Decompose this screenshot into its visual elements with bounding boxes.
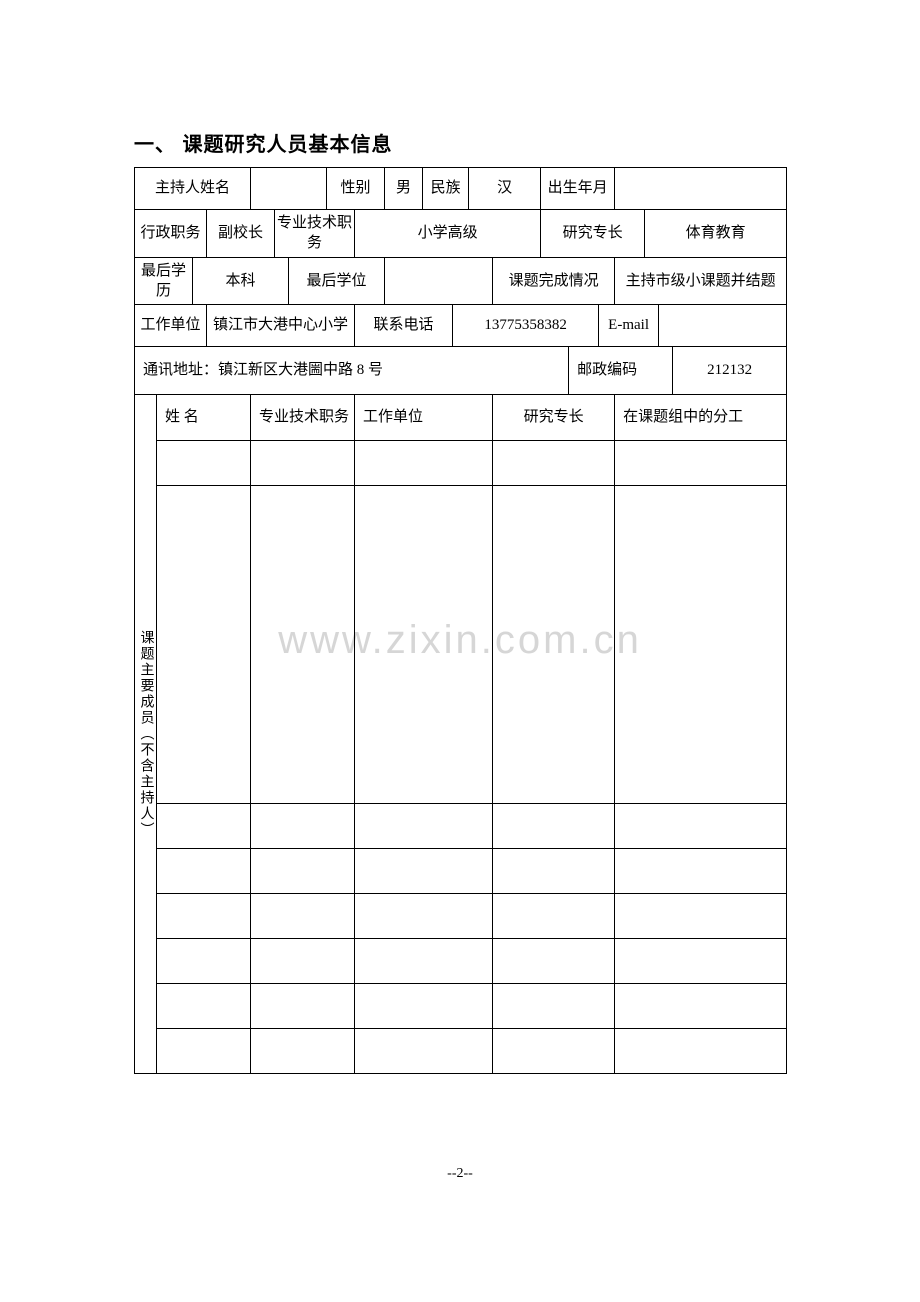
label-ethnicity: 民族 [423, 168, 469, 210]
value-email [659, 305, 787, 347]
label-members-vertical: 课题主要成员︵不含主持人︶ [135, 395, 157, 1074]
value-gender: 男 [385, 168, 423, 210]
label-email: E-mail [599, 305, 659, 347]
label-completion: 课题完成情况 [493, 257, 615, 305]
label-admin-post: 行政职务 [135, 210, 207, 258]
table-row [135, 849, 787, 894]
label-tech-post: 专业技术职务 [275, 210, 355, 258]
col-unit: 工作单位 [355, 395, 493, 441]
col-tech: 专业技术职务 [251, 395, 355, 441]
label-work-unit: 工作单位 [135, 305, 207, 347]
col-spec: 研究专长 [493, 395, 615, 441]
value-tech-post: 小学高级 [355, 210, 541, 258]
section-heading: 一、 课题研究人员基本信息 [134, 128, 786, 157]
label-birth: 出生年月 [541, 168, 615, 210]
value-birth [615, 168, 787, 210]
label-postcode: 邮政编码 [569, 347, 673, 395]
info-table: 主持人姓名 性别 男 民族 汉 出生年月 行政职务 副校长 专业技术职务 小学高… [134, 167, 787, 1074]
col-name: 姓 名 [157, 395, 251, 441]
value-work-unit: 镇江市大港中心小学 [207, 305, 355, 347]
label-research-spec: 研究专长 [541, 210, 645, 258]
table-row [135, 804, 787, 849]
label-last-edu: 最后学历 [135, 257, 193, 305]
table-row [135, 486, 787, 804]
label-phone: 联系电话 [355, 305, 453, 347]
table-row [135, 939, 787, 984]
value-postcode: 212132 [673, 347, 787, 395]
col-role: 在课题组中的分工 [615, 395, 787, 441]
table-row [135, 1029, 787, 1074]
page-number: --2-- [0, 1166, 920, 1182]
value-research-spec: 体育教育 [645, 210, 787, 258]
value-completion: 主持市级小课题并结题 [615, 257, 787, 305]
value-phone: 13775358382 [453, 305, 599, 347]
value-admin-post: 副校长 [207, 210, 275, 258]
value-ethnicity: 汉 [469, 168, 541, 210]
value-last-edu: 本科 [193, 257, 289, 305]
table-row [135, 984, 787, 1029]
value-host-name [251, 168, 327, 210]
table-row [135, 441, 787, 486]
table-row [135, 894, 787, 939]
label-gender: 性别 [327, 168, 385, 210]
value-last-degree [385, 257, 493, 305]
label-host-name: 主持人姓名 [135, 168, 251, 210]
label-last-degree: 最后学位 [289, 257, 385, 305]
value-address: 通讯地址：镇江新区大港圌中路 8 号 [135, 347, 569, 395]
